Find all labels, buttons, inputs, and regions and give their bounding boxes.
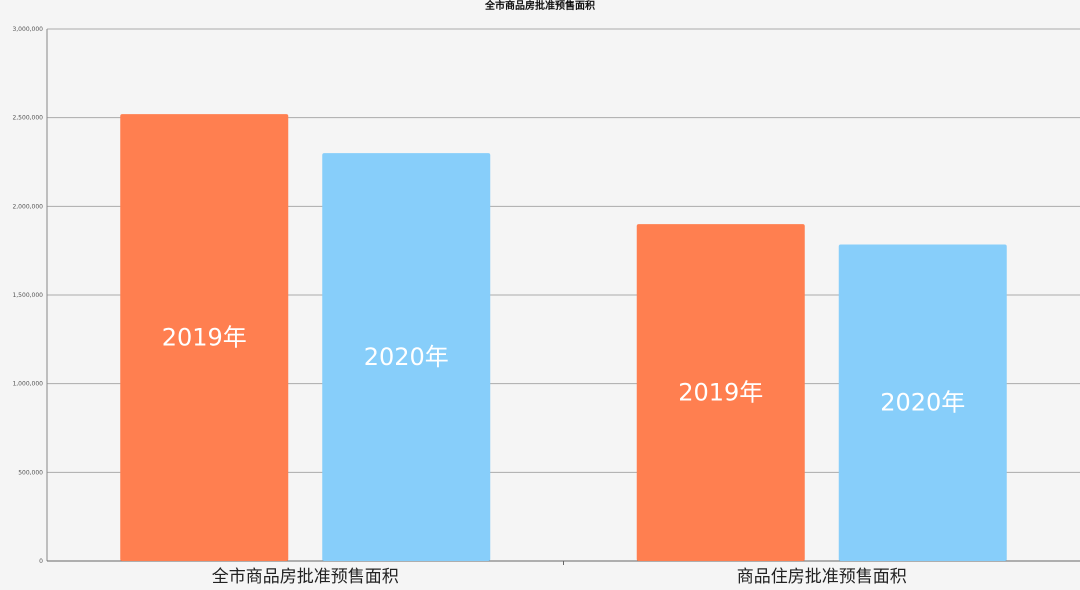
y-tick-label: 0	[39, 558, 43, 565]
bar-series-label: 2019年	[162, 324, 247, 352]
bar-series-label: 2020年	[880, 389, 965, 417]
x-category-label: 全市商品房批准预售面积	[212, 567, 399, 587]
bar	[322, 153, 491, 561]
bar	[636, 224, 805, 562]
bar	[120, 114, 289, 562]
y-tick-label: 3,000,000	[12, 26, 43, 33]
y-tick-label: 500,000	[18, 469, 43, 476]
bar-series-label: 2020年	[364, 343, 449, 371]
y-tick-label: 2,500,000	[12, 115, 43, 122]
bar-series-label: 2019年	[678, 379, 763, 407]
chart-title: 全市商品房批准预售面积	[485, 1, 595, 12]
x-category-label: 商品住房批准预售面积	[737, 567, 907, 587]
bar	[838, 244, 1007, 561]
y-tick-label: 2,000,000	[12, 203, 43, 210]
y-tick-label: 1,000,000	[12, 381, 43, 388]
y-tick-label: 1,500,000	[12, 292, 43, 299]
